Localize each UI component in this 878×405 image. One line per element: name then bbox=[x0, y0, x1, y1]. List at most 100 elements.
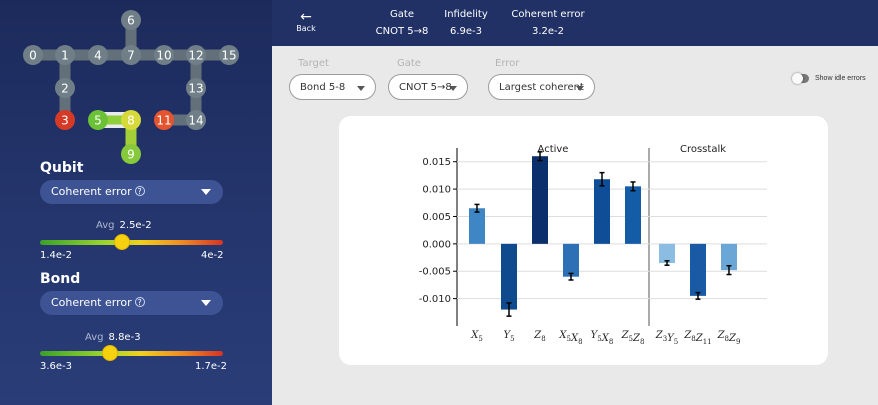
bond-metric-dropdown[interactable]: Coherent error? bbox=[40, 291, 223, 315]
infidelity-label: Infidelity bbox=[444, 9, 488, 20]
qubit-node-6 bbox=[121, 10, 141, 30]
qubit-avg: Avg 2.5e-2 bbox=[96, 220, 152, 231]
qubit-scale-min: 1.4e-2 bbox=[40, 250, 73, 261]
bond-metric-label: Coherent error bbox=[51, 296, 132, 309]
qubit-label-9: 9 bbox=[127, 148, 135, 162]
chevron-down-icon bbox=[576, 86, 584, 91]
coherent-error-value: 3.2e-2 bbox=[531, 26, 565, 37]
qubit-section-title: Qubit bbox=[40, 160, 84, 176]
qubit-node-3 bbox=[55, 110, 75, 130]
show-idle-errors-toggle[interactable] bbox=[792, 73, 809, 84]
coherent-error-label: Coherent error bbox=[511, 9, 585, 20]
x-tick-label: X5X8 bbox=[558, 330, 582, 346]
qubit-node-12 bbox=[186, 45, 206, 65]
back-button[interactable]: ← Back bbox=[292, 9, 320, 33]
qubit-node-15 bbox=[219, 45, 239, 65]
qubit-node-8 bbox=[121, 110, 141, 130]
qubit-label-14: 14 bbox=[188, 114, 203, 128]
qubit-label-7: 7 bbox=[127, 49, 135, 63]
back-label: Back bbox=[296, 24, 316, 33]
x-tick-label: Z5Z8 bbox=[621, 330, 645, 346]
infidelity-metric: Infidelity 6.9e-3 bbox=[438, 9, 494, 37]
bond-scale-knob[interactable] bbox=[101, 345, 118, 361]
bar-z8 bbox=[532, 156, 548, 244]
chart-card: 0.015 0.010 0.005 0.000 -0.005 -0.010 Active Cr… bbox=[339, 116, 828, 365]
x-tick-label: Z8Z9 bbox=[717, 330, 741, 346]
sidebar: 0 1 2 3 4 5 6 7 8 9 10 11 12 13 14 15 Qubit Coherent er… bbox=[0, 0, 272, 405]
qubit-label-1: 1 bbox=[61, 49, 69, 63]
arrow-left-icon: ← bbox=[300, 9, 312, 25]
qubit-label-5: 5 bbox=[94, 114, 102, 128]
y-tick-label: 0.010 bbox=[422, 185, 451, 196]
bar-z8z11 bbox=[690, 243, 706, 296]
x-tick-label: Y5 bbox=[503, 330, 514, 343]
qubit-node-0 bbox=[23, 45, 43, 65]
x-tick-label: Z8 bbox=[533, 330, 545, 343]
y-tick-label: -0.005 bbox=[419, 267, 451, 278]
qubit-label-2: 2 bbox=[61, 82, 69, 96]
qubit-label-10: 10 bbox=[156, 49, 171, 63]
bar-z5z8 bbox=[625, 186, 641, 244]
qubit-scale-knob[interactable] bbox=[114, 234, 131, 250]
error-select[interactable]: Largest coherent bbox=[488, 74, 595, 100]
qubit-label-6: 6 bbox=[127, 14, 135, 28]
bond-avg: Avg 8.8e-3 bbox=[85, 332, 141, 343]
qubit-label-15: 15 bbox=[221, 49, 236, 63]
qubit-node-7 bbox=[121, 45, 141, 65]
error-select-value: Largest coherent bbox=[499, 82, 584, 93]
chevron-down-icon bbox=[201, 300, 211, 306]
qubit-node-9 bbox=[121, 144, 141, 164]
qubit-scale-max: 4e-2 bbox=[201, 250, 224, 261]
x-tick-label: X5 bbox=[470, 330, 483, 343]
bar-x5x8 bbox=[563, 243, 579, 277]
qubit-label-8: 8 bbox=[127, 114, 135, 128]
bond-section-title: Bond bbox=[40, 271, 81, 287]
bar-y5x8 bbox=[594, 179, 610, 244]
qubit-label-0: 0 bbox=[29, 49, 37, 63]
bar-z8z9 bbox=[721, 243, 737, 271]
bar-x5 bbox=[469, 208, 485, 244]
bond-scale-max: 1.7e-2 bbox=[195, 361, 228, 372]
y-tick-label: 0.005 bbox=[422, 212, 451, 223]
infidelity-value: 6.9e-3 bbox=[449, 26, 483, 37]
panel-title-active: Active bbox=[538, 144, 569, 155]
qubit-node-5 bbox=[88, 110, 108, 130]
bond-scale-min: 3.6e-3 bbox=[40, 361, 73, 372]
gate-label: Gate bbox=[390, 9, 414, 20]
coherent-error-metric: Coherent error 3.2e-2 bbox=[506, 9, 590, 37]
panel-title-crosstalk: Crosstalk bbox=[680, 144, 726, 155]
qubit-metric-dropdown[interactable]: Coherent error? bbox=[40, 180, 223, 204]
target-select-value: Bond 5-8 bbox=[300, 82, 346, 93]
qubit-label-11: 11 bbox=[156, 114, 171, 128]
gate-select-value: CNOT 5→8 bbox=[399, 82, 452, 93]
x-tick-label: Y5X8 bbox=[591, 330, 614, 346]
chevron-down-icon bbox=[357, 86, 365, 91]
gate-filter-label: Gate bbox=[397, 58, 421, 69]
gate-metric: Gate CNOT 5→8 bbox=[372, 9, 432, 37]
qubit-avg-value: 2.5e-2 bbox=[119, 220, 152, 231]
qubit-metric-label: Coherent error bbox=[51, 185, 132, 198]
bond-avg-label: Avg bbox=[85, 332, 104, 343]
chevron-down-icon bbox=[201, 189, 211, 195]
qubit-node-2 bbox=[55, 78, 75, 98]
y-tick-label: 0.000 bbox=[422, 239, 451, 250]
error-bar-chart: 0.015 0.010 0.005 0.000 -0.005 -0.010 Active Cr… bbox=[419, 144, 767, 346]
error-filter-label: Error bbox=[495, 58, 520, 69]
qubit-node-1 bbox=[55, 45, 75, 65]
qubit-label-3: 3 bbox=[61, 114, 69, 128]
bar-z3y5 bbox=[659, 243, 675, 264]
top-header: ← Back Gate CNOT 5→8 Infidelity 6.9e-3 C… bbox=[272, 0, 878, 46]
gate-select[interactable]: CNOT 5→8 bbox=[388, 74, 468, 100]
bond-avg-value: 8.8e-3 bbox=[108, 332, 141, 343]
qubit-node-14 bbox=[186, 110, 206, 130]
target-filter-label: Target bbox=[298, 58, 329, 69]
help-icon[interactable]: ? bbox=[134, 297, 145, 307]
qubit-color-scale bbox=[40, 240, 223, 245]
target-select[interactable]: Bond 5-8 bbox=[289, 74, 376, 100]
help-icon[interactable]: ? bbox=[134, 186, 145, 196]
qubit-node-4 bbox=[88, 45, 108, 65]
y-tick-label: -0.010 bbox=[419, 294, 451, 305]
qubit-label-12: 12 bbox=[188, 49, 203, 63]
y-tick-label: 0.015 bbox=[422, 157, 451, 168]
